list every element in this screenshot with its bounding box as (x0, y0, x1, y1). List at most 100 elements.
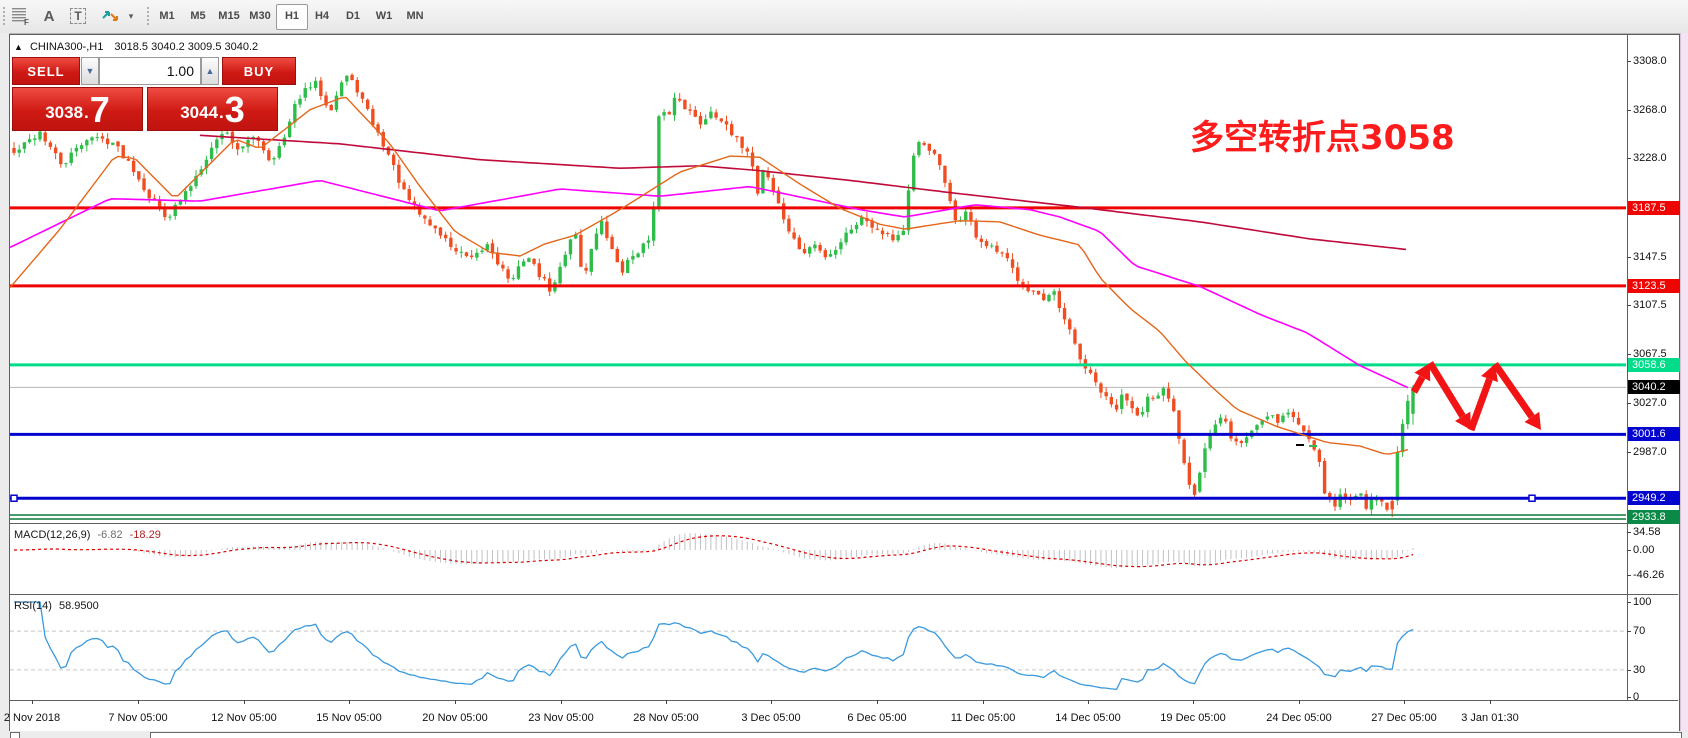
time-axis-label: 3 Jan 01:30 (1461, 712, 1519, 724)
price-axis-tick (1627, 452, 1631, 454)
symbol-ohlc-values: 3018.5 3040.2 3009.5 3040.2 (114, 41, 259, 53)
time-axis-tick (1193, 700, 1194, 704)
timeframe-mn-button[interactable]: MN (406, 10, 424, 22)
rsi-indicator-chart[interactable] (9, 596, 1627, 700)
time-axis-separator (9, 700, 1678, 701)
price-axis-tick (1627, 109, 1631, 111)
rsi-panel-separator[interactable] (9, 594, 1678, 595)
time-axis-label: 12 Nov 05:00 (211, 712, 277, 724)
timeframe-d1-button[interactable]: D1 (345, 10, 361, 22)
time-axis-tick (138, 700, 139, 704)
price-level-tag: 2949.2 (1628, 491, 1680, 506)
macd-indicator-chart[interactable] (9, 525, 1627, 594)
time-axis-tick (983, 700, 984, 704)
time-axis-label: 14 Dec 05:00 (1055, 712, 1121, 724)
symbol-name: CHINA300-,H1 (29, 41, 104, 53)
time-axis-label: 20 Nov 05:00 (422, 712, 488, 724)
time-axis-tick (877, 700, 878, 704)
time-axis-tick (1404, 700, 1405, 704)
rsi-axis-tick (1627, 602, 1631, 603)
font-a-icon[interactable]: A (43, 7, 55, 25)
timeframe-w1-button[interactable]: W1 (375, 10, 393, 22)
rsi-axis-tick (1627, 697, 1631, 698)
time-axis-tick (244, 700, 245, 704)
sell-button[interactable]: SELL (12, 57, 80, 85)
time-axis-label: 28 Nov 05:00 (633, 712, 699, 724)
time-axis-label: 6 Dec 05:00 (847, 712, 907, 724)
macd-main-value: -6.82 (97, 529, 123, 541)
time-axis-tick (561, 700, 562, 704)
time-axis-tick (455, 700, 456, 704)
one-click-trading-panel: SELL ▼ 1.00 ▲ BUY 3038 . 7 3044 . 3 (12, 57, 296, 131)
timeframe-m15-button[interactable]: M15 (218, 10, 240, 22)
timeframe-m30-button[interactable]: M30 (249, 10, 271, 22)
expander-arrow-icon[interactable]: ▲ (14, 42, 23, 52)
rsi-axis-label: 100 (1633, 596, 1652, 608)
rsi-axis-label: 30 (1633, 664, 1646, 676)
macd-axis-tick (1627, 532, 1631, 533)
svg-text:F: F (24, 18, 29, 26)
macd-panel-separator[interactable] (9, 523, 1678, 524)
volume-increase-button[interactable]: ▲ (201, 57, 219, 85)
buy-price-display[interactable]: 3044 . 3 (147, 87, 278, 131)
timeframe-m1-button[interactable]: M1 (159, 10, 175, 22)
macd-axis-label: 34.58 (1633, 526, 1661, 538)
time-axis-tick (771, 700, 772, 704)
time-axis-tick (1088, 700, 1089, 704)
buy-price-decimal: 3 (224, 89, 245, 130)
bottom-panel-edge (9, 731, 1688, 738)
volume-decrease-button[interactable]: ▼ (81, 57, 99, 85)
price-axis-label: 3027.0 (1633, 397, 1667, 410)
time-axis-tick (349, 700, 350, 704)
sell-price-decimal: 7 (89, 89, 110, 130)
bottom-edge-box (10, 732, 20, 738)
timeframe-h4-button[interactable]: H4 (314, 10, 330, 22)
time-axis-tick (1490, 700, 1491, 704)
time-axis-label: 15 Nov 05:00 (316, 712, 382, 724)
time-axis-label: 7 Nov 05:00 (108, 712, 168, 724)
rsi-label: RSI(14) 58.9500 (14, 600, 99, 612)
sell-price-display[interactable]: 3038 . 7 (12, 87, 143, 131)
dropdown-caret-icon[interactable]: ▾ (128, 10, 134, 21)
price-axis-label: 2987.0 (1633, 446, 1667, 459)
rsi-value: 58.9500 (58, 600, 99, 612)
price-level-tag: 3040.2 (1628, 380, 1680, 395)
price-level-tag: 2933.8 (1628, 510, 1680, 524)
price-axis-tick (1627, 61, 1631, 62)
price-axis-label: 3308.0 (1633, 55, 1667, 67)
price-axis-tick (1627, 354, 1631, 356)
text-label-icon[interactable]: T (68, 5, 88, 27)
sell-price-dot: . (84, 103, 89, 122)
price-axis-tick (1627, 158, 1631, 160)
symbol-info-line: ▲ CHINA300-,H1 3018.5 3040.2 3009.5 3040… (14, 41, 258, 53)
macd-axis-label: -46.26 (1633, 569, 1665, 581)
time-axis-tick (1299, 700, 1300, 704)
timeframe-m5-button[interactable]: M5 (190, 10, 206, 22)
timeframe-h1-button[interactable]: H1 (276, 4, 308, 30)
macd-signal-value: -18.29 (129, 529, 161, 541)
time-axis-label: 24 Dec 05:00 (1266, 712, 1332, 724)
price-axis-label: 3268.0 (1633, 103, 1667, 116)
main-chart[interactable] (9, 35, 1627, 523)
time-axis-label: 19 Dec 05:00 (1160, 712, 1226, 724)
arrow-tools-icon[interactable] (98, 5, 124, 27)
price-level-tag: 3001.6 (1628, 427, 1680, 442)
buy-price-integer: 3044 (180, 103, 219, 122)
toolbar-grip-2[interactable] (146, 6, 151, 26)
buy-button[interactable]: BUY (222, 57, 296, 85)
volume-input[interactable]: 1.00 (99, 57, 201, 85)
price-axis-tick (1627, 256, 1631, 258)
time-axis-label: 23 Nov 05:00 (528, 712, 594, 724)
price-level-tag: 3058.6 (1628, 357, 1680, 372)
time-axis-label: 2 Nov 2018 (3, 712, 61, 724)
time-axis-tick (32, 700, 33, 704)
vertical-scrollbar[interactable] (1680, 33, 1688, 738)
toolbar: F A T ▾ M1 M5 M15 M30 H1 H4 D1 W1 MN (0, 0, 1688, 34)
price-axis-border (1627, 34, 1628, 701)
chart-annotation-text: 多空转折点3058 (1190, 118, 1455, 158)
toolbar-grip[interactable] (2, 6, 7, 26)
buy-price-dot: . (219, 103, 224, 122)
chart-grid-f-icon[interactable]: F (10, 5, 32, 27)
price-axis-label: 3228.0 (1633, 152, 1667, 165)
